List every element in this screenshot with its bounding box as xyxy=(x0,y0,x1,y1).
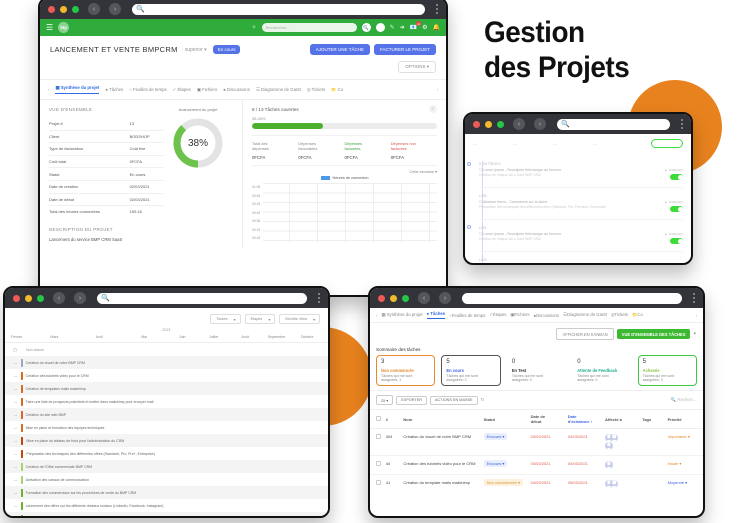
svg-text:38%: 38% xyxy=(188,138,208,149)
